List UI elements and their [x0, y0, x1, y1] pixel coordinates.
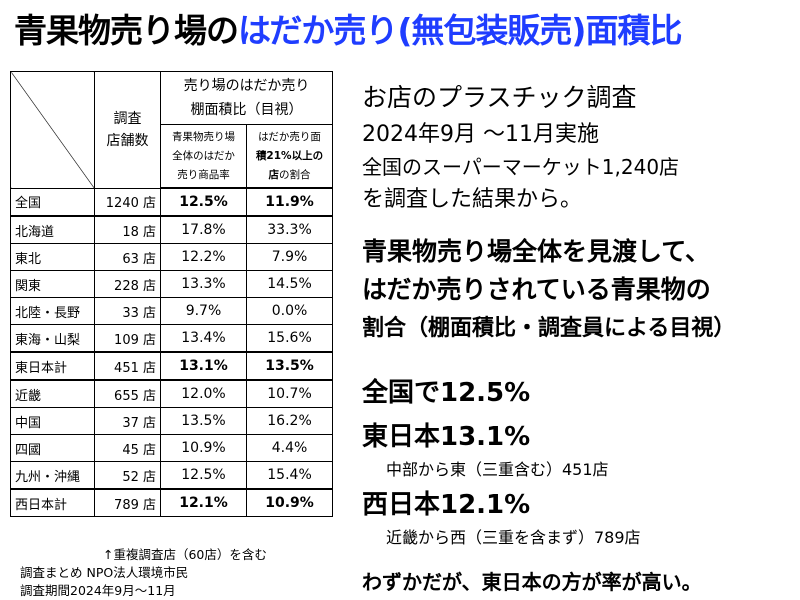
cell-name: 中国	[10, 407, 95, 435]
cell-b: 10.9%	[245, 488, 334, 517]
conclusion: わずかだが、東日本の方が率が高い。	[362, 570, 702, 594]
cell-b: 13.5%	[245, 351, 334, 381]
cell-b: 4.4%	[245, 434, 334, 462]
note-period: 調査期間2024年9月～11月	[20, 583, 176, 598]
table-row: 関東 228 店 13.3% 14.5%	[10, 270, 334, 298]
description-line3: 割合（棚面積比・調査員による目視）	[362, 316, 736, 341]
cell-a: 9.7%	[160, 297, 247, 325]
result-west: 西日本12.1%	[362, 490, 531, 520]
cell-count: 789 店	[94, 488, 161, 517]
title-part2: はだか売り(無包装販売)面積比	[238, 11, 683, 50]
table-row: 東日本計 451 店 13.1% 13.5%	[10, 351, 334, 381]
cell-a: 12.2%	[160, 243, 247, 271]
cell-a: 12.5%	[160, 187, 247, 217]
header-store-count: 調査 店舗数	[94, 71, 161, 189]
table-corner-cell	[10, 71, 95, 189]
result-national: 全国で12.5%	[362, 378, 531, 408]
cell-name: 東北	[10, 243, 95, 271]
cell-count: 451 店	[94, 351, 161, 381]
header-main: 売り場のはだか売り 棚面積比（目視）	[159, 71, 334, 125]
cell-count: 18 店	[94, 215, 161, 244]
header-rate-text: 青果物売り場 全体のはだか 売り商品率	[172, 130, 235, 181]
cell-b: 7.9%	[245, 243, 334, 271]
cell-name: 北陸・長野	[10, 297, 95, 325]
cell-b: 0.0%	[245, 297, 334, 325]
survey-period: 2024年9月 ～11月実施	[362, 122, 599, 147]
cell-b: 15.4%	[245, 461, 334, 490]
cell-count: 45 店	[94, 434, 161, 462]
cell-a: 17.8%	[160, 215, 247, 244]
cell-a: 13.5%	[160, 407, 247, 435]
table-row: 東海・山梨 109 店 13.4% 15.6%	[10, 324, 334, 353]
cell-a: 13.1%	[160, 351, 247, 381]
cell-count: 63 店	[94, 243, 161, 271]
survey-heading: お店のプラスチック調査	[362, 83, 637, 112]
header-store-count-text: 調査 店舗数	[106, 110, 149, 149]
note-duplicate: ↑重複調査店（60店）を含む	[103, 547, 267, 562]
cell-a: 12.0%	[160, 379, 247, 408]
cell-name: 北海道	[10, 215, 95, 244]
table-row: 四國 45 店 10.9% 4.4%	[10, 434, 334, 462]
table-row: 九州・沖縄 52 店 12.5% 15.4%	[10, 461, 334, 490]
cell-name: 近畿	[10, 379, 95, 408]
result-east-note: 中部から東（三重含む）451店	[386, 460, 609, 479]
cell-count: 1240 店	[94, 187, 161, 217]
cell-b: 33.3%	[245, 215, 334, 244]
table-row: 近畿 655 店 12.0% 10.7%	[10, 379, 334, 408]
cell-name: 東海・山梨	[10, 324, 95, 353]
cell-name: 九州・沖縄	[10, 461, 95, 490]
header-share-bold: 積21%以上の 店	[255, 149, 324, 181]
note-organizer: 調査まとめ NPO法人環境市民	[20, 565, 189, 580]
header-share: はだか売り面 積21%以上の 店の割合	[245, 124, 334, 189]
description-line1: 青果物売り場全体を見渡して、	[362, 237, 711, 266]
result-west-note: 近畿から西（三重を含まず）789店	[386, 528, 641, 547]
cell-a: 13.4%	[160, 324, 247, 353]
table-row: 北陸・長野 33 店 9.7% 0.0%	[10, 297, 334, 325]
page-title: 青果物売り場のはだか売り(無包装販売)面積比	[14, 6, 794, 56]
result-east: 東日本13.1%	[362, 422, 531, 452]
description-line2: はだか売りされている青果物の	[362, 275, 711, 304]
table-row: 中国 37 店 13.5% 16.2%	[10, 407, 334, 435]
cell-b: 11.9%	[245, 187, 334, 217]
cell-name: 全国	[10, 187, 95, 217]
survey-table: 調査 店舗数 売り場のはだか売り 棚面積比（目視） 青果物売り場 全体のはだか …	[10, 71, 334, 517]
header-share-pre: はだか売り面	[258, 130, 321, 143]
cell-name: 四國	[10, 434, 95, 462]
table-row: 全国 1240 店 12.5% 11.9%	[10, 187, 334, 217]
cell-name: 西日本計	[10, 488, 95, 517]
survey-scope: 全国のスーパーマーケット1,240店	[362, 155, 680, 179]
cell-b: 16.2%	[245, 407, 334, 435]
cell-name: 関東	[10, 270, 95, 298]
cell-count: 109 店	[94, 324, 161, 353]
table-row: 西日本計 789 店 12.1% 10.9%	[10, 488, 334, 517]
survey-scope-cont: を調査した結果から。	[362, 187, 583, 212]
header-share-post: の割合	[279, 168, 311, 181]
table-row: 北海道 18 店 17.8% 33.3%	[10, 215, 334, 244]
cell-count: 52 店	[94, 461, 161, 490]
cell-name: 東日本計	[10, 351, 95, 381]
cell-count: 37 店	[94, 407, 161, 435]
cell-count: 655 店	[94, 379, 161, 408]
cell-count: 228 店	[94, 270, 161, 298]
title-part1: 青果物売り場の	[14, 11, 239, 50]
header-rate: 青果物売り場 全体のはだか 売り商品率	[160, 124, 247, 189]
cell-a: 13.3%	[160, 270, 247, 298]
cell-a: 12.1%	[160, 488, 247, 517]
header-main-text: 売り場のはだか売り 棚面積比（目視）	[183, 78, 310, 118]
cell-b: 10.7%	[245, 379, 334, 408]
cell-b: 15.6%	[245, 324, 334, 353]
cell-a: 12.5%	[160, 461, 247, 490]
cell-count: 33 店	[94, 297, 161, 325]
table-row: 東北 63 店 12.2% 7.9%	[10, 243, 334, 271]
cell-b: 14.5%	[245, 270, 334, 298]
cell-a: 10.9%	[160, 434, 247, 462]
